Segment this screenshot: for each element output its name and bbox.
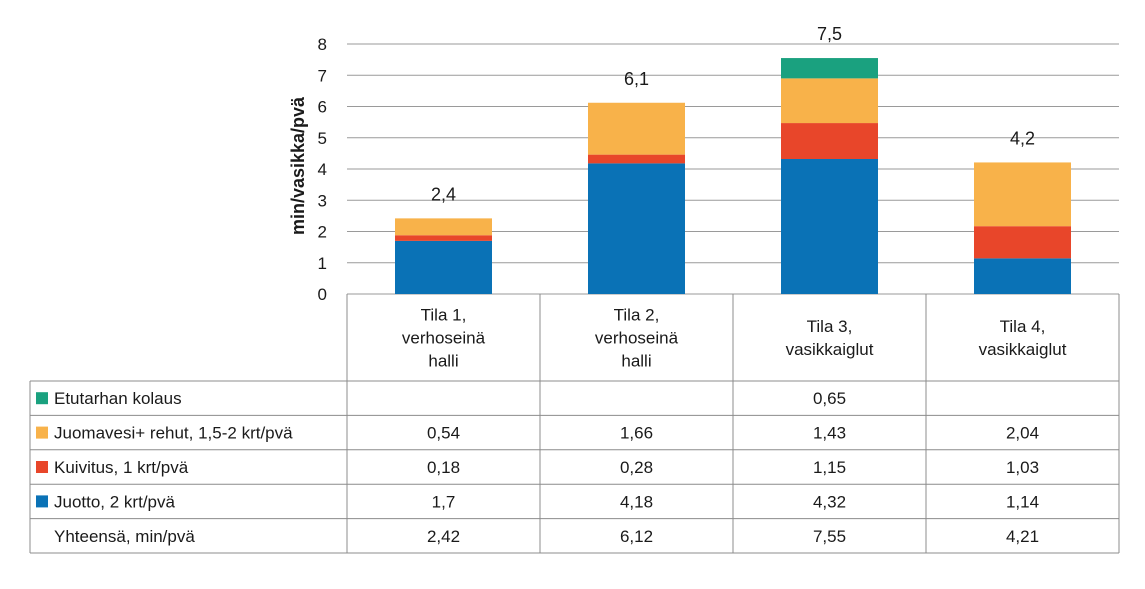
- bar-segment: [395, 235, 492, 241]
- table-cell: 0,28: [620, 458, 653, 477]
- table-cell: 1,14: [1006, 492, 1039, 511]
- category-label: Tila 4,: [1000, 317, 1046, 336]
- y-axis-label: min/vasikka/pvä: [288, 96, 308, 235]
- y-tick-label: 3: [318, 191, 327, 210]
- bar-segment: [588, 154, 685, 164]
- total-data-label: 6,1: [624, 69, 649, 89]
- category-label: halli: [428, 352, 458, 371]
- bar-segment: [974, 162, 1071, 227]
- bar-segment: [974, 258, 1071, 294]
- bar-segment: [781, 78, 878, 124]
- table-cell: 1,43: [813, 424, 846, 443]
- bar-segment: [974, 226, 1071, 259]
- legend-key: [36, 426, 48, 439]
- data-table: Tila 1, verhoseinä halli Tila 2, verhoseinä h…: [29, 294, 1120, 554]
- y-tick-label: 2: [318, 223, 327, 242]
- table-cell: 7,55: [813, 527, 846, 546]
- category-label: verhoseinä: [402, 329, 486, 348]
- table-cell: 0,18: [427, 458, 460, 477]
- category-label: vasikkaiglut: [979, 340, 1067, 359]
- y-tick-label: 8: [318, 35, 327, 54]
- table-cell: 0,65: [813, 389, 846, 408]
- total-data-label: 4,2: [1010, 128, 1035, 148]
- bar-segment: [588, 102, 685, 155]
- table-row-label: Juomavesi+ rehut, 1,5-2 krt/pvä: [54, 424, 293, 443]
- bar-segment: [781, 159, 878, 294]
- legend-key: [36, 461, 48, 473]
- table-cell: 4,32: [813, 492, 846, 511]
- total-labels: 2,4 6,1 7,5 4,2: [431, 24, 1035, 204]
- table-cell: 2,04: [1006, 424, 1039, 443]
- y-tick-label: 6: [318, 98, 327, 117]
- table-cell: 4,18: [620, 492, 653, 511]
- table-cell: 6,12: [620, 527, 653, 546]
- legend-key: [36, 392, 48, 405]
- category-label: Tila 1,: [421, 306, 467, 325]
- y-tick-label: 4: [318, 160, 327, 179]
- y-tick-labels: 0 1 2 3 4 5 6 7 8: [318, 35, 327, 304]
- category-label: vasikkaiglut: [786, 340, 874, 359]
- bar-segment: [395, 218, 492, 236]
- table-row-label: Etutarhan kolaus: [54, 389, 182, 408]
- y-tick-label: 5: [318, 129, 327, 148]
- bar-segment: [395, 240, 492, 294]
- table-cell: 0,54: [427, 424, 460, 443]
- bar-segment: [781, 123, 878, 159]
- category-label: halli: [621, 352, 651, 371]
- table-cell: 1,15: [813, 458, 846, 477]
- table-cell: 1,66: [620, 424, 653, 443]
- y-tick-label: 7: [318, 66, 327, 85]
- bar-segment: [588, 163, 685, 294]
- table-cell: 1,03: [1006, 458, 1039, 477]
- category-label: verhoseinä: [595, 329, 679, 348]
- table-row-label: Juotto, 2 krt/pvä: [54, 492, 175, 511]
- table-row-label: Yhteensä, min/pvä: [54, 527, 195, 546]
- total-data-label: 2,4: [431, 184, 456, 204]
- table-cell: 4,21: [1006, 527, 1039, 546]
- category-label: Tila 2,: [614, 306, 660, 325]
- category-label: Tila 3,: [807, 317, 853, 336]
- legend-key: [36, 495, 48, 508]
- y-tick-label: 0: [318, 285, 327, 304]
- bars: [395, 58, 1071, 294]
- table-cell: 2,42: [427, 527, 460, 546]
- table-row-label: Kuivitus, 1 krt/pvä: [54, 458, 189, 477]
- y-tick-label: 1: [318, 254, 327, 273]
- table-cell: 1,7: [432, 492, 456, 511]
- total-data-label: 7,5: [817, 24, 842, 44]
- bar-segment: [781, 58, 878, 79]
